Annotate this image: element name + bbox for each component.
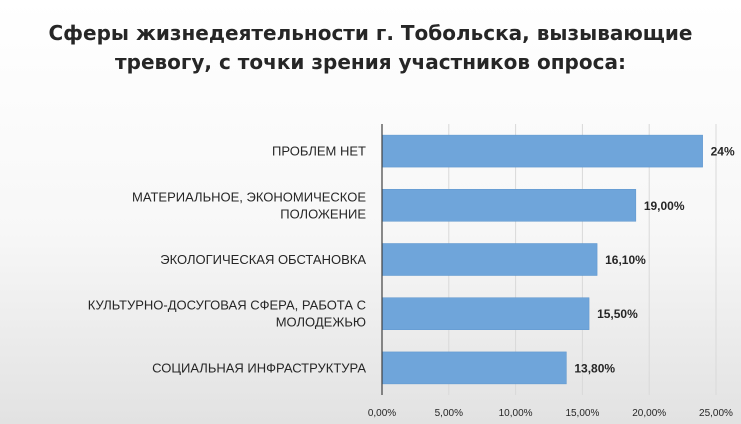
bar-2 [381,243,598,276]
category-label-1-0: МАТЕРИАЛЬНОЕ, ЭКОНОМИЧЕСКОЕ [132,189,366,204]
x-tick-label-4: 20,00% [632,408,666,419]
bar-1 [381,189,637,222]
data-label-1: 19,00% [644,199,685,213]
category-label-0-0: ПРОБЛЕМ НЕТ [272,144,366,159]
x-tick-label-3: 15,00% [565,408,599,419]
data-label-3: 15,50% [597,307,638,321]
bar-4 [381,351,567,385]
data-label-2: 16,10% [605,253,646,267]
data-label-4: 13,80% [574,361,615,375]
chart-title-line-2: тревогу, с точки зрения участников опрос… [115,50,626,74]
x-tick-label-1: 5,00% [435,408,463,419]
bar-0 [381,134,703,168]
category-label-3-0: КУЛЬТУРНО-ДОСУГОВАЯ СФЕРА, РАБОТА С [88,298,366,313]
category-label-3-1: МОЛОДЕЖЬЮ [276,315,366,330]
data-label-0: 24% [711,145,735,159]
x-tick-label-5: 25,00% [699,408,733,419]
x-tick-label-0: 0,00% [368,408,396,419]
x-tick-label-2: 10,00% [499,408,533,419]
chart-title-line-1: Сферы жизнедеятельности г. Тобольска, вы… [48,21,693,45]
category-label-1-1: ПОЛОЖЕНИЕ [280,206,366,221]
category-label-4-0: СОЦИАЛЬНАЯ ИНФРАСТРУКТУРА [152,360,366,375]
bar-3 [381,297,590,330]
category-label-2-0: ЭКОЛОГИЧЕСКАЯ ОБСТАНОВКА [160,252,366,267]
